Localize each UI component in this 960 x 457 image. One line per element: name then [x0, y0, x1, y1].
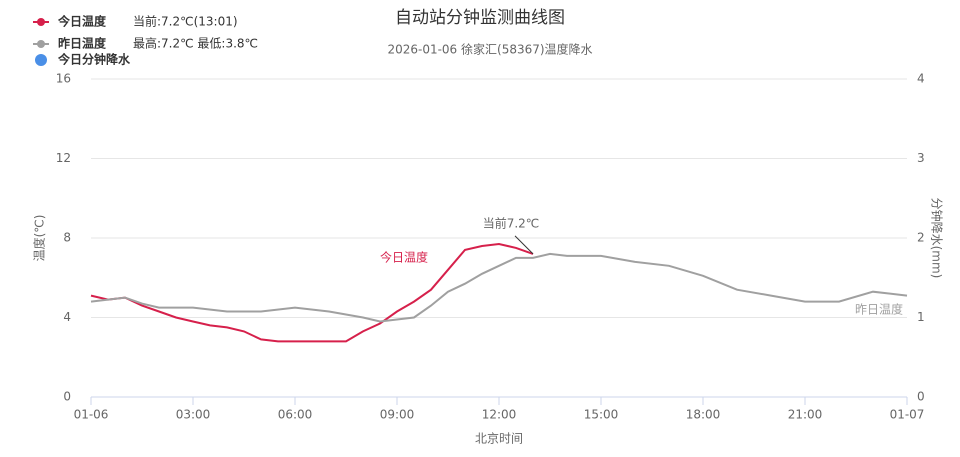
legend-note: 最高:7.2℃ 最低:3.8℃: [133, 36, 258, 51]
legend-marker: [37, 18, 45, 26]
annotation: 当前7.2℃: [483, 215, 540, 230]
y2-tick-label: 2: [917, 231, 925, 245]
y-tick-label: 4: [63, 310, 71, 324]
y2-tick-label: 3: [917, 151, 925, 165]
legend-marker: [37, 40, 45, 48]
y-tick-label: 12: [56, 151, 71, 165]
y-tick-label: 8: [63, 231, 71, 245]
legend-label: 今日分钟降水: [57, 52, 131, 67]
chart-title: 自动站分钟监测曲线图: [395, 8, 565, 28]
y2-tick-label: 1: [917, 310, 925, 324]
x-tick-label: 21:00: [788, 408, 823, 422]
y-tick-label: 16: [56, 72, 71, 86]
series-label: 今日温度: [380, 250, 428, 265]
chart-subtitle: 2026-01-06 徐家汇(58367)温度降水: [387, 42, 592, 57]
y2-tick-label: 0: [917, 390, 925, 404]
x-tick-label: 01-06: [74, 408, 109, 422]
x-tick-label: 12:00: [482, 408, 517, 422]
x-tick-label: 06:00: [278, 408, 313, 422]
x-tick-label: 18:00: [686, 408, 721, 422]
legend-marker: [35, 54, 47, 66]
annotation-arrow: [514, 235, 534, 255]
series-label: 昨日温度: [855, 302, 903, 317]
x-axis-label: 北京时间: [475, 432, 523, 446]
legend-label: 昨日温度: [58, 36, 107, 51]
y-axis-label: 温度(℃): [32, 215, 47, 262]
x-tick-label: 03:00: [176, 408, 211, 422]
x-tick-label: 09:00: [380, 408, 415, 422]
y2-tick-label: 4: [917, 72, 925, 86]
y2-axis-label: 分钟降水(mm): [930, 198, 945, 279]
series-line: [90, 242, 534, 343]
series-line: [90, 252, 908, 323]
legend-note: 当前:7.2℃(13:01): [133, 14, 238, 29]
legend-label: 今日温度: [57, 14, 107, 29]
x-tick-label: 01-07: [890, 408, 925, 422]
y-tick-label: 0: [63, 390, 71, 404]
x-tick-label: 15:00: [584, 408, 619, 422]
